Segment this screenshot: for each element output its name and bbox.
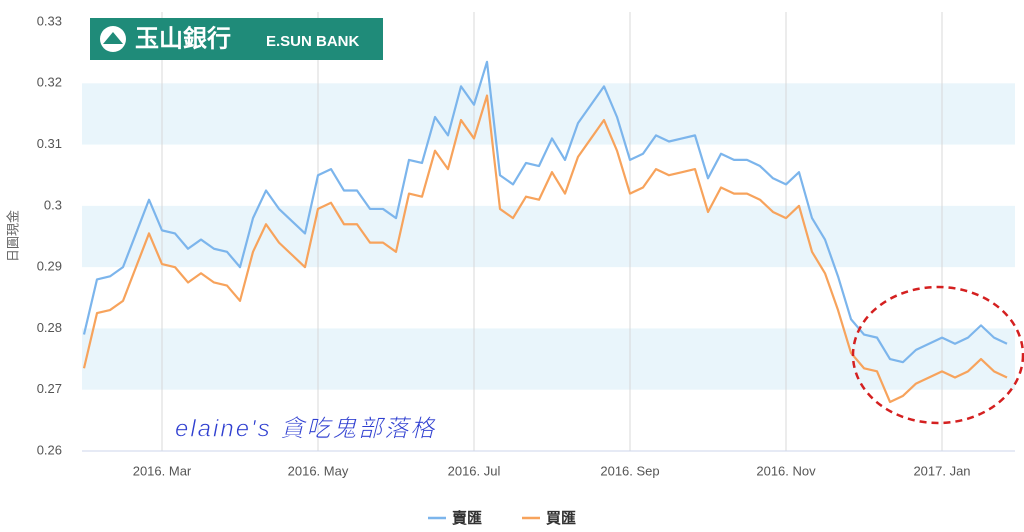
x-tick-label: 2016. Sep	[600, 463, 659, 478]
x-tick-label: 2016. Mar	[133, 463, 192, 478]
logo-mountain	[103, 32, 123, 44]
x-tick-label: 2017. Jan	[913, 463, 970, 478]
y-tick-label: 0.29	[37, 259, 62, 274]
x-tick-label: 2016. May	[288, 463, 349, 478]
x-tick-label: 2016. Jul	[448, 463, 501, 478]
logo-english: E.SUN BANK	[266, 33, 360, 50]
y-tick-label: 0.3	[44, 197, 62, 212]
plot-band	[82, 328, 1015, 390]
y-axis-label: 日圓現金	[5, 210, 20, 262]
plot-band	[82, 83, 1015, 145]
plot-band	[82, 205, 1015, 268]
y-tick-label: 0.33	[37, 13, 62, 28]
watermark: elaine's 貪吃鬼部落格	[175, 415, 436, 442]
y-tick-label: 0.28	[37, 320, 62, 335]
legend-label: 買匯	[546, 510, 576, 527]
y-tick-label: 0.31	[37, 136, 62, 151]
logo-box	[90, 18, 383, 60]
x-tick-label: 2016. Nov	[756, 463, 816, 478]
y-tick-label: 0.32	[37, 75, 62, 90]
y-tick-label: 0.26	[37, 442, 62, 457]
logo-name: 玉山銀行	[135, 24, 231, 52]
annotation-circle	[851, 285, 1024, 425]
series-line	[82, 60, 1008, 364]
legend-label: 賣匯	[452, 509, 482, 527]
y-tick-label: 0.27	[37, 381, 62, 396]
